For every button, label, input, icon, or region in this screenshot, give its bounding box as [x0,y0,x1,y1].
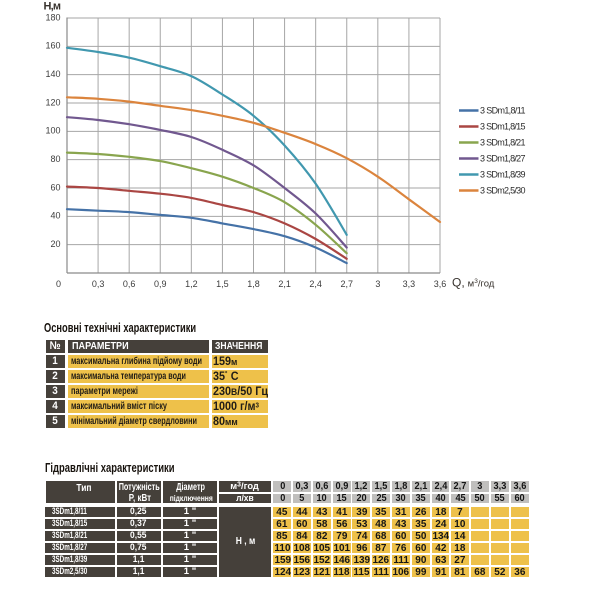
svg-text:2,4: 2,4 [309,279,322,289]
svg-text:3 SDm1,8/15: 3 SDm1,8/15 [480,122,526,132]
svg-text:2,1: 2,1 [278,279,291,289]
svg-text:3: 3 [375,279,380,289]
svg-text:0,6: 0,6 [123,279,136,289]
svg-text:0,9: 0,9 [154,279,167,289]
svg-text:3 SDm2,5/30: 3 SDm2,5/30 [480,186,526,196]
svg-text:100: 100 [45,126,60,136]
svg-text:Q,м3/год: Q, м3/год [452,276,495,290]
svg-text:1,2: 1,2 [185,279,198,289]
svg-text:1,8: 1,8 [247,279,260,289]
svg-text:0: 0 [56,279,61,289]
svg-text:3,6: 3,6 [434,279,447,289]
svg-text:160: 160 [45,41,60,51]
svg-text:20: 20 [50,239,60,249]
svg-text:140: 140 [45,69,60,79]
svg-text:3 SDm1,8/21: 3 SDm1,8/21 [480,138,526,148]
svg-text:3 SDm1,8/11: 3 SDm1,8/11 [480,106,526,116]
svg-text:180: 180 [45,12,60,22]
svg-text:120: 120 [45,97,60,107]
svg-text:2,7: 2,7 [340,279,353,289]
svg-text:3 SDm1,8/27: 3 SDm1,8/27 [480,154,526,164]
svg-text:3 SDm1,8/39: 3 SDm1,8/39 [480,170,526,180]
svg-text:3,3: 3,3 [403,279,416,289]
svg-text:60: 60 [50,182,60,192]
svg-text:0,3: 0,3 [92,279,105,289]
svg-text:Н,м: Н,м [44,1,62,13]
svg-text:40: 40 [50,211,60,221]
svg-text:80: 80 [50,154,60,164]
svg-text:1,5: 1,5 [216,279,229,289]
